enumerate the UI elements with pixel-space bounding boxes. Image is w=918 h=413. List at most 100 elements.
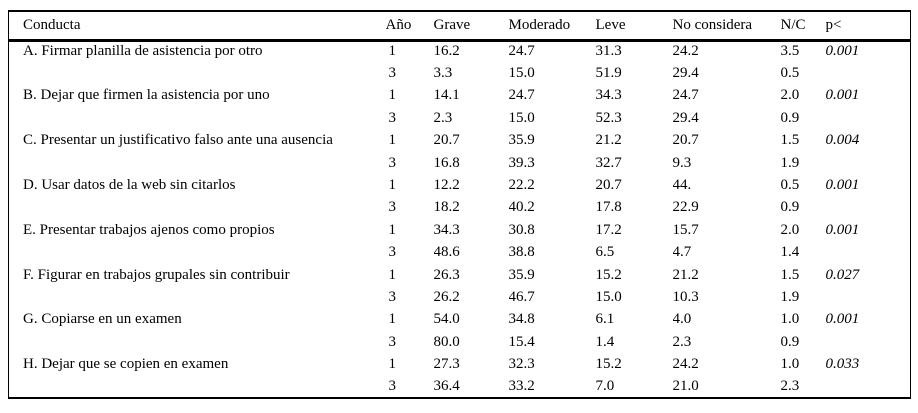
cell-conducta: B. Dejar que firmen la asistencia por un…	[23, 87, 270, 104]
cell-ano: 1	[388, 132, 397, 149]
cell-nc: 1.4	[780, 244, 800, 261]
cell-leve: 20.7	[595, 177, 622, 194]
table-row: D. Usar datos de la web sin citarlos 1 12.…	[9, 174, 911, 196]
column-header-conducta: Conducta	[23, 16, 81, 33]
cell-ano: 1	[388, 43, 397, 60]
cell-ano: 3	[388, 378, 397, 395]
cell-ano: 1	[388, 221, 397, 238]
cell-moderado: 32.3	[508, 356, 535, 373]
cell-grave: 26.2	[433, 288, 460, 305]
cell-grave: 12.2	[433, 177, 460, 194]
cell-p: 0.004	[825, 132, 860, 149]
cell-p	[826, 331, 911, 353]
cell-conducta	[9, 242, 386, 264]
cell-nc: 1.0	[780, 311, 800, 328]
cell-no-considera: 9.3	[672, 154, 692, 171]
cell-no-considera: 21.2	[672, 266, 699, 283]
cell-leve: 6.1	[595, 311, 615, 328]
cell-nc: 0.5	[780, 65, 800, 82]
cell-no-considera: 15.7	[672, 221, 699, 238]
cell-conducta	[9, 376, 386, 398]
cell-no-considera: 20.7	[672, 132, 699, 149]
cell-leve: 52.3	[595, 109, 622, 126]
cell-leve: 21.2	[595, 132, 622, 149]
cell-nc: 1.9	[780, 154, 800, 171]
cell-moderado: 30.8	[508, 221, 535, 238]
column-header-no-considera: No considera	[672, 16, 753, 33]
cell-moderado: 34.8	[508, 311, 535, 328]
cell-nc: 2.3	[780, 378, 800, 395]
cell-p: 0.001	[825, 311, 860, 328]
cell-no-considera: 24.2	[672, 356, 699, 373]
cell-leve: 15.2	[595, 356, 622, 373]
cell-no-considera: 24.7	[672, 87, 699, 104]
cell-nc: 1.5	[780, 266, 800, 283]
cell-moderado: 24.7	[508, 43, 535, 60]
cell-moderado: 15.4	[508, 333, 535, 350]
cell-p	[826, 107, 911, 129]
cell-ano: 1	[388, 311, 397, 328]
cell-moderado: 24.7	[508, 87, 535, 104]
cell-grave: 16.2	[433, 43, 460, 60]
cell-moderado: 33.2	[508, 378, 535, 395]
cell-moderado: 15.0	[508, 65, 535, 82]
cell-grave: 2.3	[433, 109, 453, 126]
table-row: 3 3.3 15.0 51.9 29.4 0.5	[9, 62, 911, 84]
cell-ano: 3	[388, 109, 397, 126]
cell-moderado: 46.7	[508, 288, 535, 305]
cell-p	[826, 152, 911, 174]
cell-ano: 3	[388, 288, 397, 305]
cell-p	[826, 242, 911, 264]
column-header-ano: Año	[385, 16, 412, 33]
cell-no-considera: 4.0	[672, 311, 692, 328]
cell-ano: 3	[388, 244, 397, 261]
cell-nc: 3.5	[780, 43, 800, 60]
cell-conducta	[9, 286, 386, 308]
cell-p: 0.001	[825, 43, 860, 60]
cell-moderado: 40.2	[508, 199, 535, 216]
cell-ano: 1	[388, 177, 397, 194]
cell-ano: 1	[388, 356, 397, 373]
cell-conducta: D. Usar datos de la web sin citarlos	[23, 177, 236, 194]
table-row: A. Firmar planilla de asistencia por otr…	[9, 40, 911, 62]
cell-conducta: A. Firmar planilla de asistencia por otr…	[23, 43, 263, 60]
table-row: 3 48.6 38.8 6.5 4.7 1.4	[9, 242, 911, 264]
cell-p: 0.033	[825, 356, 860, 373]
column-header-grave: Grave	[433, 16, 471, 33]
cell-conducta: E. Presentar trabajos ajenos como propio…	[23, 221, 275, 238]
cell-p	[826, 62, 911, 84]
table-row: 3 18.2 40.2 17.8 22.9 0.9	[9, 197, 911, 219]
column-header-moderado: Moderado	[508, 16, 571, 33]
cell-ano: 3	[388, 333, 397, 350]
results-table: Conducta Año Grave Moderado Leve No cons…	[8, 10, 911, 400]
cell-grave: 54.0	[433, 311, 460, 328]
cell-grave: 48.6	[433, 244, 460, 261]
cell-moderado: 35.9	[508, 266, 535, 283]
cell-ano: 1	[388, 87, 397, 104]
cell-moderado: 35.9	[508, 132, 535, 149]
cell-p	[826, 376, 911, 398]
table-row: 3 80.0 15.4 1.4 2.3 0.9	[9, 331, 911, 353]
cell-no-considera: 10.3	[672, 288, 699, 305]
column-header-nc: N/C	[780, 16, 806, 33]
cell-leve: 15.0	[595, 288, 622, 305]
cell-conducta	[9, 62, 386, 84]
cell-conducta	[9, 107, 386, 129]
cell-grave: 80.0	[433, 333, 460, 350]
cell-nc: 2.0	[780, 221, 800, 238]
cell-leve: 17.8	[595, 199, 622, 216]
table-row: 3 26.2 46.7 15.0 10.3 1.9	[9, 286, 911, 308]
cell-leve: 1.4	[595, 333, 615, 350]
cell-no-considera: 24.2	[672, 43, 699, 60]
cell-nc: 0.9	[780, 333, 800, 350]
cell-moderado: 38.8	[508, 244, 535, 261]
cell-nc: 0.9	[780, 109, 800, 126]
cell-leve: 7.0	[595, 378, 615, 395]
cell-conducta: G. Copiarse en un examen	[23, 311, 182, 328]
cell-grave: 14.1	[433, 87, 460, 104]
cell-nc: 0.5	[780, 177, 800, 194]
cell-ano: 3	[388, 65, 397, 82]
cell-conducta: C. Presentar un justificativo falso ante…	[23, 132, 333, 149]
table-row: B. Dejar que firmen la asistencia por un…	[9, 85, 911, 107]
table-row: 3 36.4 33.2 7.0 21.0 2.3	[9, 376, 911, 398]
